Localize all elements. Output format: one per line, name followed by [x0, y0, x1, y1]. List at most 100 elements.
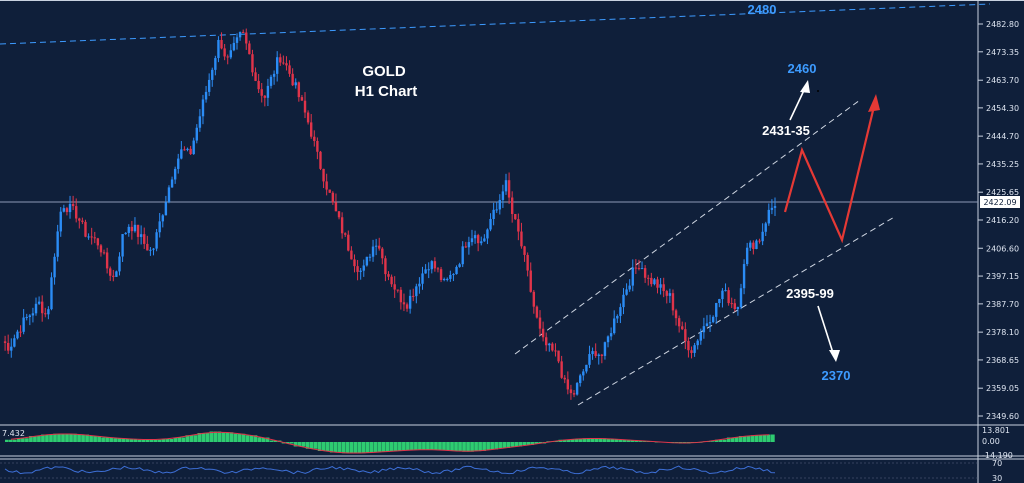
candle-body: [118, 256, 121, 272]
candle-body: [96, 238, 100, 246]
macd-bar: [121, 438, 126, 442]
candle-body: [656, 279, 659, 288]
macd-bar: [365, 442, 370, 453]
level-2480-label: 2480: [748, 2, 777, 17]
candle-body: [507, 180, 511, 198]
stray-dot: [817, 90, 819, 92]
macd-bar: [157, 439, 162, 442]
candle-body: [442, 279, 446, 281]
macd-bar: [357, 442, 362, 454]
macd-bar: [145, 439, 150, 442]
macd-bar: [217, 431, 222, 442]
candle-body: [93, 237, 96, 239]
macd-bar: [65, 433, 69, 442]
macd-bar: [422, 442, 426, 450]
macd-bar: [193, 435, 198, 442]
macd-bar: [257, 437, 262, 442]
candle-body: [325, 181, 328, 190]
price-tick-label: 2482.80: [986, 20, 1019, 29]
candle-body: [164, 202, 168, 216]
macd-bar: [534, 442, 539, 444]
macd-bar: [197, 433, 202, 442]
macd-bar: [9, 439, 13, 442]
macd-bar: [241, 433, 246, 442]
candle-body: [16, 331, 19, 339]
macd-bar: [758, 435, 763, 442]
candle-body: [767, 209, 771, 224]
macd-bar: [89, 436, 93, 442]
macd-bar: [69, 433, 73, 442]
macd-bar: [574, 439, 579, 442]
candle-body: [625, 289, 628, 295]
candle-body: [161, 215, 164, 222]
current-price-box: [980, 196, 1020, 208]
candle-body: [359, 270, 362, 272]
candle-body: [764, 223, 767, 232]
candle-body: [402, 302, 406, 305]
support-label: 2395-99: [786, 286, 834, 301]
candle-body: [173, 168, 177, 180]
price-tick-label: 2397.15: [986, 272, 1019, 281]
macd-bar: [750, 435, 755, 442]
macd-bar: [253, 435, 258, 442]
price-tick-label: 2368.65: [986, 356, 1019, 365]
candle-body: [384, 258, 387, 275]
macd-bar: [293, 442, 298, 447]
price-tick-label: 2378.10: [986, 328, 1019, 337]
candle-body: [504, 180, 508, 192]
macd-bar: [297, 442, 302, 447]
macd-bar: [45, 434, 49, 442]
macd-bar: [377, 442, 382, 452]
macd-bar: [734, 437, 739, 442]
macd-bar: [614, 439, 619, 442]
candle-body: [350, 250, 353, 260]
macd-bar: [77, 434, 81, 442]
candle-body: [647, 277, 650, 279]
macd-bar: [554, 441, 559, 442]
macd-bar: [770, 434, 775, 442]
candle-body: [248, 43, 251, 55]
candle-body: [40, 301, 44, 314]
candle-body: [269, 76, 273, 86]
macd-bar: [466, 442, 470, 452]
macd-bar: [482, 442, 486, 451]
macd-bar: [353, 442, 358, 454]
candle-body: [75, 206, 78, 219]
arrow-to-2370-head: [829, 350, 840, 362]
candle-body: [143, 234, 146, 244]
target-2370-label: 2370: [822, 368, 851, 383]
macd-bar: [125, 439, 130, 442]
macd-bar: [602, 438, 607, 442]
macd-bar: [237, 433, 242, 442]
macd-bar: [21, 438, 25, 442]
candle-body: [396, 289, 399, 291]
price-tick-label: 2406.60: [986, 244, 1019, 253]
macd-bar: [634, 440, 639, 442]
candle-body: [711, 316, 715, 323]
candle-body: [761, 231, 764, 242]
candle-body: [538, 317, 542, 329]
macd-bar: [742, 436, 747, 442]
candle-body: [300, 97, 304, 101]
candle-body: [433, 261, 437, 269]
macd-bar: [766, 434, 771, 442]
macd-bar: [325, 442, 330, 451]
macd-bar: [341, 442, 346, 454]
macd-bar: [730, 437, 735, 442]
candle-body: [251, 54, 254, 73]
macd-bar: [213, 431, 218, 442]
candle-body: [684, 329, 687, 341]
candle-body: [492, 209, 495, 219]
candle-body: [167, 187, 171, 203]
candle-body: [659, 284, 662, 288]
candle-body: [560, 361, 563, 378]
candle-body: [470, 238, 474, 243]
macd-bar: [229, 432, 234, 442]
channel-lower-line: [577, 215, 897, 406]
candle-body: [3, 341, 7, 343]
candle-body: [319, 151, 322, 169]
macd-bar: [57, 433, 61, 442]
candle-body: [81, 220, 84, 222]
candle-body: [127, 226, 130, 233]
